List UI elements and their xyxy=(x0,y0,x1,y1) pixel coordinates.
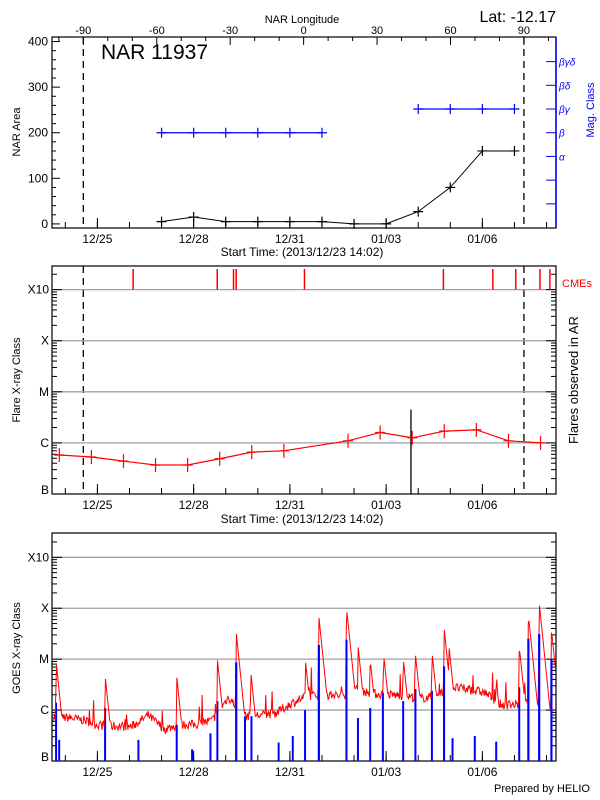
mag-class-tick-label: βγδ xyxy=(558,58,576,69)
flare-trend-line xyxy=(55,429,541,466)
area-point xyxy=(509,145,520,156)
p1-x-tick-label: 01/06 xyxy=(467,232,497,246)
p2-x-tick-label: 12/31 xyxy=(275,498,305,512)
mag-class-tick-label: βδ xyxy=(558,81,571,92)
p3-frame xyxy=(51,532,557,762)
longitude-tick-label: 0 xyxy=(301,25,307,37)
mag-class-point xyxy=(316,127,327,138)
flare-trend-point xyxy=(214,451,225,466)
p3-x-tick-label: 12/31 xyxy=(275,765,305,779)
flare-trend-point xyxy=(182,457,193,472)
longitude-tick-label: -90 xyxy=(75,25,91,37)
footer-credit: Prepared by HELIO xyxy=(494,783,590,795)
p1-x-tick-label: 12/25 xyxy=(82,232,112,246)
longitude-tick-label: -30 xyxy=(222,25,238,37)
p3-ylabel: GOES X-ray Class xyxy=(11,602,23,694)
longitude-tick-label: 90 xyxy=(518,25,530,37)
flare-trend-point xyxy=(343,433,354,448)
p2-y-tick-label: M xyxy=(39,385,49,399)
area-point xyxy=(284,216,295,227)
p3-x-tick-label: 12/25 xyxy=(82,765,112,779)
p1-ylabel: NAR Area xyxy=(11,107,23,157)
area-point xyxy=(477,145,488,156)
flare-trend-point xyxy=(54,447,65,462)
flare-trend-point xyxy=(407,430,418,445)
p2-frame xyxy=(51,265,557,495)
flare-trend-point xyxy=(471,422,482,437)
longitude-tick-label: 60 xyxy=(444,25,456,37)
goes-long-line xyxy=(52,605,557,735)
mag-class-tick-label: α xyxy=(559,152,565,163)
p1-x-tick-label: 12/31 xyxy=(275,232,305,246)
area-point xyxy=(252,216,263,227)
area-point xyxy=(220,216,231,227)
p2-y-tick-label: X xyxy=(41,334,49,348)
p1-x-tick-label: 01/03 xyxy=(371,232,401,246)
longitude-axis-title: NAR Longitude xyxy=(265,14,340,26)
p3-x-tick-label: 12/28 xyxy=(179,765,209,779)
longitude-tick-label: -60 xyxy=(149,25,165,37)
p2-y-tick-label: C xyxy=(40,436,49,450)
flare-trend-point xyxy=(118,454,129,469)
flare-trend-point xyxy=(246,445,257,460)
p1-y-tick-label: 400 xyxy=(28,35,48,49)
p3-x-tick-label: 01/03 xyxy=(371,765,401,779)
p1-y2label: Mag. Class xyxy=(585,82,597,138)
p2-x-tick-label: 12/25 xyxy=(82,498,112,512)
p1-xlabel: Start Time: (2013/12/23 14:02) xyxy=(221,245,384,259)
p1-y-tick-label: 300 xyxy=(28,80,48,94)
p1-x-tick-label: 12/28 xyxy=(179,232,209,246)
p3-y-tick-label: X10 xyxy=(28,550,50,564)
p3-y-tick-label: B xyxy=(41,750,49,764)
mag-class-tick-label: βγ xyxy=(558,105,571,116)
cme-label: CMEs xyxy=(562,278,592,290)
p2-ylabel: Flare X-ray Class xyxy=(11,337,23,422)
longitude-tick-label: 30 xyxy=(371,25,383,37)
flare-trend-point xyxy=(375,425,386,440)
p2-x-tick-label: 01/06 xyxy=(467,498,497,512)
area-point xyxy=(445,182,456,193)
area-point xyxy=(413,206,424,217)
p3-y-tick-label: X xyxy=(41,601,49,615)
p2-xlabel: Start Time: (2013/12/23 14:02) xyxy=(221,512,384,526)
flare-trend-point xyxy=(86,449,97,464)
flare-trend-point xyxy=(535,435,546,450)
flare-trend-point xyxy=(150,457,161,472)
mag-class-point xyxy=(509,104,520,115)
area-point xyxy=(381,218,392,229)
latitude-label: Lat: -12.17 xyxy=(480,9,557,26)
flare-trend-point xyxy=(503,433,514,448)
area-point xyxy=(156,216,167,227)
p2-x-tick-label: 12/28 xyxy=(179,498,209,512)
area-line xyxy=(161,150,515,225)
p1-y-tick-label: 200 xyxy=(28,126,48,140)
region-title: NAR 11937 xyxy=(101,41,208,64)
flare-trend-point xyxy=(278,443,289,458)
p1-y-tick-label: 0 xyxy=(41,217,48,231)
mag-class-tick-label: β xyxy=(558,129,565,140)
p3-x-tick-label: 01/06 xyxy=(467,765,497,779)
p2-y-tick-label: X10 xyxy=(28,283,50,297)
p3-y-tick-label: C xyxy=(40,703,49,717)
p2-y2label: Flares observed in AR xyxy=(566,316,581,444)
area-point xyxy=(349,218,360,229)
p1-y-tick-label: 100 xyxy=(28,171,48,185)
area-point xyxy=(316,216,327,227)
area-point xyxy=(188,212,199,223)
p2-y-tick-label: B xyxy=(41,483,49,497)
flare-trend-point xyxy=(439,424,450,439)
p2-x-tick-label: 01/03 xyxy=(371,498,401,512)
p3-y-tick-label: M xyxy=(39,652,49,666)
